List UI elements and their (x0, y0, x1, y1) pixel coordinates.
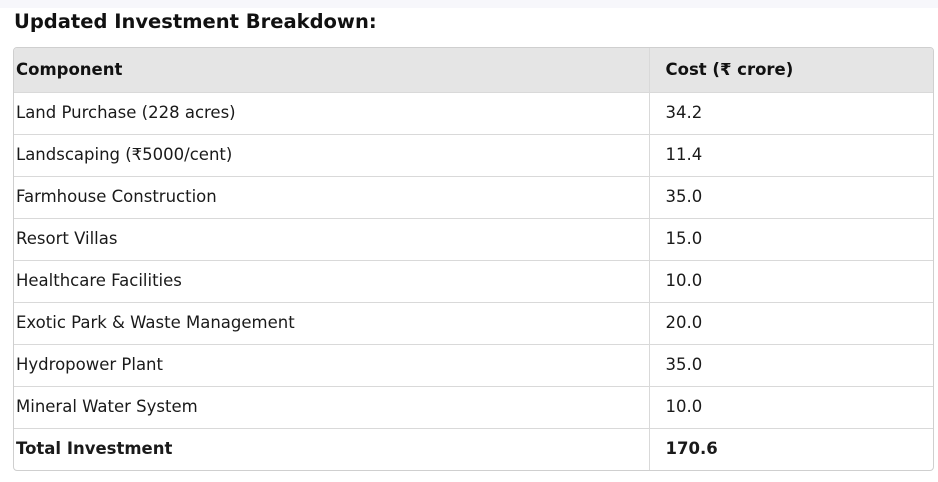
heading-colon: : (368, 10, 377, 33)
table-row: Hydropower Plant 35.0 (14, 344, 933, 387)
investment-table-container: Component Cost (₹ crore) Land Purchase (… (13, 47, 934, 471)
cost-cell: 10.0 (648, 260, 933, 303)
header-component: Component (14, 48, 649, 93)
component-cell: Exotic Park & Waste Management (14, 302, 649, 345)
component-cell: Healthcare Facilities (14, 260, 649, 303)
component-cell: Hydropower Plant (14, 344, 649, 387)
header-cost: Cost (₹ crore) (648, 48, 933, 93)
cost-cell: 35.0 (648, 176, 933, 219)
table-row: Mineral Water System 10.0 (14, 386, 933, 429)
table-row: Landscaping (₹5000/cent) 11.4 (14, 134, 933, 177)
component-cell: Resort Villas (14, 218, 649, 261)
table-row: Land Purchase (228 acres) 34.2 (14, 92, 933, 135)
total-row: Total Investment 170.6 (14, 428, 933, 470)
cost-cell: 11.4 (648, 134, 933, 177)
table-row: Exotic Park & Waste Management 20.0 (14, 302, 933, 345)
heading-title: Updated Investment Breakdown (14, 10, 369, 33)
component-cell: Mineral Water System (14, 386, 649, 429)
table-row: Farmhouse Construction 35.0 (14, 176, 933, 219)
component-cell: Landscaping (₹5000/cent) (14, 134, 649, 177)
cost-cell: 10.0 (648, 386, 933, 429)
total-value-cell: 170.6 (648, 428, 933, 470)
cost-cell: 34.2 (648, 92, 933, 135)
component-cell: Land Purchase (228 acres) (14, 92, 649, 135)
cost-cell: 15.0 (648, 218, 933, 261)
table-row: Resort Villas 15.0 (14, 218, 933, 261)
cost-cell: 20.0 (648, 302, 933, 345)
section-heading: Updated Investment Breakdown: (14, 8, 377, 36)
table-row: Healthcare Facilities 10.0 (14, 260, 933, 303)
total-label-cell: Total Investment (16, 439, 173, 459)
component-cell: Farmhouse Construction (14, 176, 649, 219)
top-band (0, 0, 938, 8)
investment-table: Component Cost (₹ crore) Land Purchase (… (14, 48, 933, 470)
table-header-row: Component Cost (₹ crore) (14, 48, 933, 93)
cost-cell: 35.0 (648, 344, 933, 387)
